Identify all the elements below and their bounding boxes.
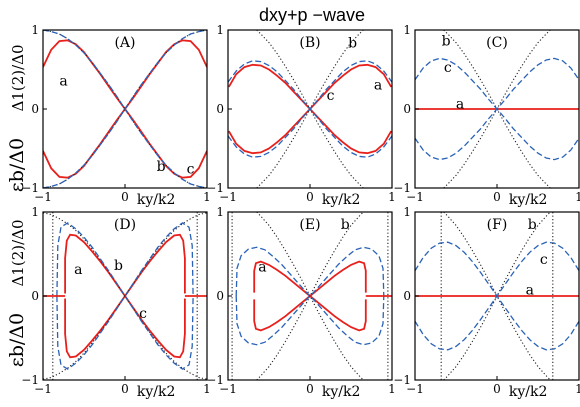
y-tick-label-d: 0 (31, 289, 39, 303)
series-b-f-1-upper (443, 212, 551, 380)
curve-label-c-d: c (139, 306, 147, 322)
curve-label-a-b: a (374, 78, 382, 94)
curve-label-b-a: b (157, 159, 166, 175)
panel-letter-e: (E) (299, 217, 320, 233)
series-b-f-1-lower (443, 212, 551, 380)
series-c-e-2-lower (235, 246, 385, 346)
x-tick-label-f: 1 (575, 382, 580, 396)
y-tick-label-f: 1 (403, 205, 411, 219)
series-c-f-2-lower (415, 241, 579, 351)
x-tick-label-b: 1 (388, 190, 396, 204)
x-tick-label-d: 0 (121, 382, 129, 396)
y-tick-label-a: −1 (21, 181, 39, 195)
x-tick-label-c: 0 (493, 190, 501, 204)
x-tick-label-a: 1 (203, 190, 211, 204)
curve-label-a-d: a (74, 262, 82, 278)
curve-label-c-c: c (444, 60, 452, 76)
panel-letter-d: (D) (114, 217, 136, 233)
y-tick-label-d: −1 (21, 373, 39, 387)
plot-area-c (415, 30, 579, 188)
plot-area-d (43, 212, 207, 380)
x-tick-label-f: 0 (493, 382, 501, 396)
y-tick-label-f: 0 (403, 289, 411, 303)
curve-label-b-f: b (528, 217, 537, 233)
x-tick-label-c: −1 (406, 190, 424, 204)
y-tick-label-f: −1 (393, 373, 411, 387)
plot-area-f (415, 212, 579, 380)
series-b-e-1-lower (256, 212, 364, 380)
panel-c: −1 0 1 −1 0 1 ky/k2 (C) bc a (393, 23, 580, 208)
panel-f: −1 0 1 −1 0 1 ky/k2 (F) b ca (393, 205, 580, 400)
series-c-c-2-lower (415, 57, 579, 161)
y-tick-label-e: −1 (206, 373, 224, 387)
y-tick-label-c: 1 (403, 23, 411, 37)
x-axis-label-e: ky/k2 (322, 384, 361, 400)
curve-label-b-b: b (348, 36, 357, 52)
y-tick-label-a: 0 (31, 102, 39, 116)
panel-d: −1 0 1 −1 0 1 ky/k2 (D) a b c (21, 205, 211, 400)
x-tick-label-e: 1 (388, 382, 396, 396)
curve-label-c-a: c (187, 161, 195, 177)
curve-label-a-f: a (526, 282, 534, 298)
panel-letter-c: (C) (486, 35, 508, 51)
x-axis-label-a: ky/k2 (137, 192, 176, 208)
x-tick-label-b: −1 (219, 190, 237, 204)
ylabel-epsilon-bottom: εb/Δ0 (6, 313, 28, 367)
panel-letter-b: (B) (299, 35, 320, 51)
curve-label-a-e: a (258, 260, 266, 276)
x-tick-label-c: 1 (575, 190, 580, 204)
curve-label-c-f: c (540, 252, 548, 268)
x-axis-label-c: ky/k2 (509, 192, 548, 208)
series-c-a-2-lower (43, 30, 207, 188)
ylabel-epsilon-top: εb/Δ0 (6, 138, 28, 192)
x-axis-label-f: ky/k2 (509, 384, 548, 400)
y-tick-label-c: −1 (393, 181, 411, 195)
curve-label-a-a: a (59, 74, 67, 90)
x-axis-label-d: ky/k2 (137, 384, 176, 400)
x-tick-label-e: −1 (219, 382, 237, 396)
plot-area-b (228, 30, 392, 188)
y-tick-label-a: 1 (31, 23, 39, 37)
series-b-e-1-upper (256, 212, 364, 380)
curve-label-b-e: b (341, 217, 350, 233)
y-tick-label-b: 1 (216, 23, 224, 37)
x-tick-label-f: −1 (406, 382, 424, 396)
x-tick-label-a: 0 (121, 190, 129, 204)
series-c-b-2-lower (228, 60, 392, 158)
panel-letter-f: (F) (487, 217, 508, 233)
x-tick-label-a: −1 (34, 190, 52, 204)
y-tick-label-e: 0 (216, 289, 224, 303)
figure-title: dxy+p −wave (259, 5, 365, 25)
series-b-d-1-lower (43, 212, 207, 380)
x-tick-label-e: 0 (306, 382, 314, 396)
y-tick-label-b: −1 (206, 181, 224, 195)
panel-letter-a: (A) (114, 35, 135, 51)
y-tick-label-c: 0 (403, 102, 411, 116)
series-a-e-0-lower (253, 260, 367, 332)
x-tick-label-d: 1 (203, 382, 211, 396)
x-tick-label-d: −1 (34, 382, 52, 396)
ylabel-delta-bottom: Δ1(2)/Δ0 (9, 219, 27, 286)
curve-label-b-c: b (442, 33, 451, 49)
x-tick-label-b: 0 (306, 190, 314, 204)
ylabel-delta-top: Δ1(2)/Δ0 (9, 44, 27, 111)
x-axis-label-b: ky/k2 (322, 192, 361, 208)
series-c-e-2-upper (235, 246, 385, 346)
panel-a: −1 0 1 −1 0 1 ky/k2 (A) a b c (21, 23, 211, 208)
y-tick-label-d: 1 (31, 205, 39, 219)
curve-label-a-c: a (456, 96, 464, 112)
curve-label-c-b: c (327, 88, 335, 104)
y-tick-label-e: 1 (216, 205, 224, 219)
curve-label-b-d: b (114, 258, 123, 274)
y-tick-label-b: 0 (216, 102, 224, 116)
plot-area-a (43, 30, 207, 188)
plot-area-e (231, 212, 392, 380)
